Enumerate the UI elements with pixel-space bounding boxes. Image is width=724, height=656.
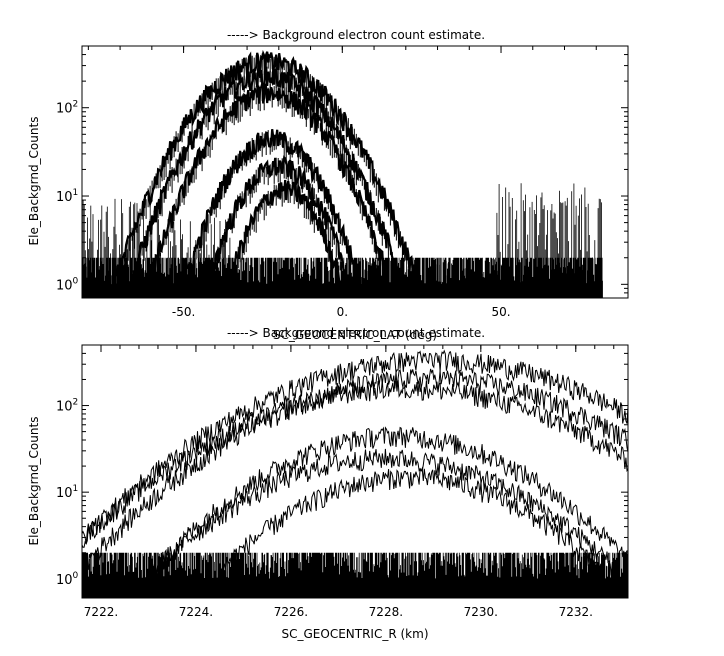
x-tick-label: 7224. [179,605,213,619]
x-tick-label: 50. [491,305,510,319]
series-1-line [82,349,628,544]
upper-y-axis-label: Ele_Backgrnd_Counts [27,117,41,246]
y-tick-label: 100 [56,571,79,588]
series-5-spread [217,157,341,271]
upper-chart-title: -----> Background electron count estimat… [227,28,485,42]
x-tick-label: 7226. [274,605,308,619]
x-tick-label: 7230. [464,605,498,619]
x-tick-label: 0. [337,305,348,319]
series-2-line [132,64,401,284]
x-tick-label: 7232. [559,605,593,619]
lower-chart-axes: 7222. 7224. 7226. 7228. 7230. 7232. 100 101 102 [56,344,628,619]
y-tick-label: 101 [56,484,78,501]
series-5-line [151,448,620,580]
lower-y-axis-label: Ele_Backgrnd_Counts [27,417,41,546]
x-tick-label: 7222. [84,605,118,619]
series-1-line [115,49,417,289]
y-tick-label: 100 [56,276,79,293]
series-1-spread [123,53,409,265]
noise-floor-spikes [82,552,628,598]
noise-floor-spikes [82,183,603,298]
lower-chart-panel: -----> Background electron count estimat… [27,326,629,641]
series-6-line [218,466,602,577]
x-tick-label: -50. [172,305,195,319]
series-4-line [152,426,628,580]
series-4-spread [193,130,351,272]
series-2-spread [139,68,393,269]
series-3-line [82,379,628,548]
upper-x-axis-label: SC_GEOCENTRIC_LAT (deg) [273,328,437,342]
x-tick-label: 7228. [369,605,403,619]
series-4-line [186,129,359,283]
y-tick-label: 102 [56,398,78,415]
upper-chart-series-group [82,49,603,298]
lower-plot-frame [81,344,629,599]
lower-chart-title: -----> Background electron count estimat… [227,326,485,340]
series-6-spread [237,184,333,268]
upper-chart-panel: -----> Background electron count estimat… [27,28,629,342]
series-6-line [230,179,341,284]
y-tick-label: 101 [56,188,78,205]
lower-x-axis-label: SC_GEOCENTRIC_R (km) [282,627,429,641]
upper-plot-frame [81,45,629,299]
lower-chart-series-group [82,349,628,598]
y-tick-label: 102 [56,100,78,117]
series-3-spread [157,83,381,270]
